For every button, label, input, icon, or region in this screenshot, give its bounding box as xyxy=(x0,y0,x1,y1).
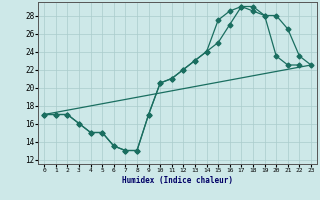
X-axis label: Humidex (Indice chaleur): Humidex (Indice chaleur) xyxy=(122,176,233,185)
